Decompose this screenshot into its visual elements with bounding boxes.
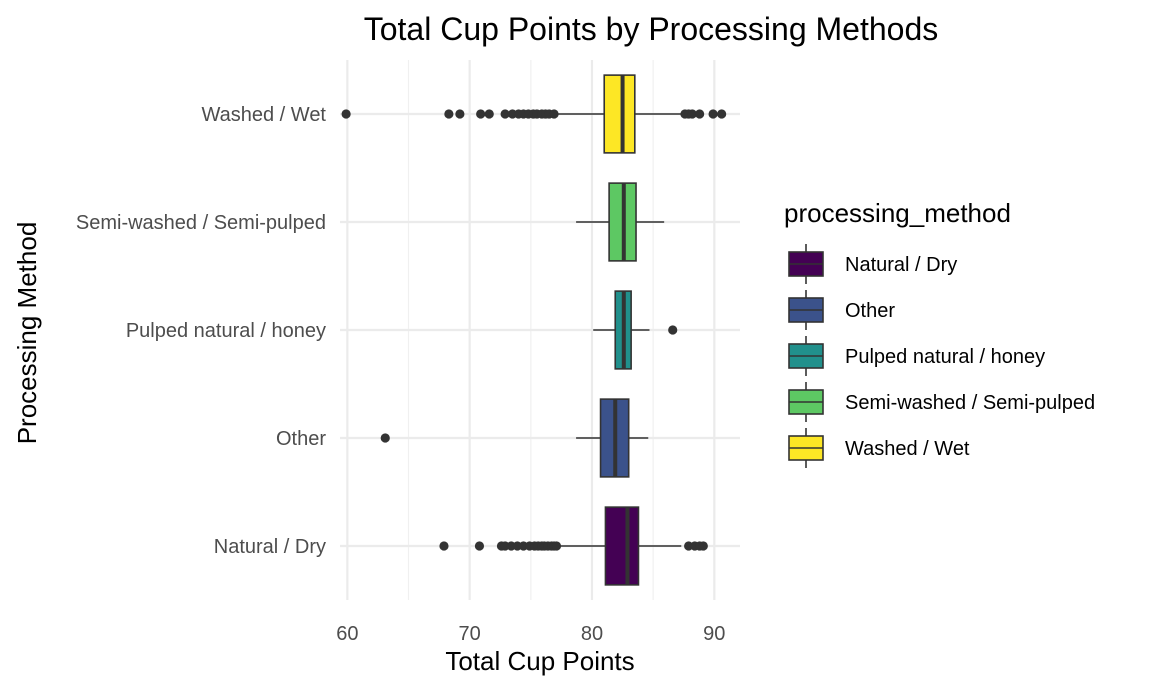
x-tick-label: 90 — [703, 623, 725, 645]
outlier-point — [474, 541, 485, 551]
outlier-point — [439, 541, 449, 551]
y-tick-label: Other — [276, 428, 326, 450]
y-tick-label: Washed / Wet — [202, 104, 327, 126]
y-tick-label: Semi-washed / Semi-pulped — [76, 212, 326, 234]
box-group — [576, 182, 665, 262]
legend-label: Washed / Wet — [845, 438, 970, 460]
x-axis-title: Total Cup Points — [445, 646, 634, 676]
x-tick-label: 80 — [581, 623, 603, 645]
y-tick-label: Pulped natural / honey — [126, 320, 326, 342]
box-group — [341, 74, 727, 154]
outlier-point — [549, 109, 559, 119]
x-tick-label: 70 — [459, 623, 481, 645]
legend-label: Pulped natural / honey — [845, 346, 1045, 368]
legend-label: Semi-washed / Semi-pulped — [845, 392, 1095, 414]
outlier-point — [444, 109, 454, 119]
outlier-point — [500, 109, 510, 119]
legend-title: processing_method — [784, 198, 1011, 228]
outlier-point — [341, 109, 351, 119]
legend-label: Other — [845, 300, 895, 322]
box-group — [380, 398, 649, 478]
chart-title: Total Cup Points by Processing Methods — [364, 11, 939, 47]
box-group — [593, 290, 678, 370]
boxes — [341, 74, 727, 586]
outlier-point — [455, 109, 465, 119]
y-tick-labels: Natural / Dry Other Pulped natural / honey… — [76, 104, 327, 558]
y-tick-label: Natural / Dry — [214, 536, 326, 558]
legend-item: Washed / Wet — [788, 428, 970, 468]
x-tick-label: 60 — [336, 623, 358, 645]
box-group — [439, 506, 708, 586]
outlier-point — [687, 109, 697, 119]
outlier-point — [380, 433, 390, 443]
outlier-point — [695, 109, 705, 119]
legend-item: Semi-washed / Semi-pulped — [788, 382, 1095, 422]
outlier-point — [698, 541, 708, 551]
box — [604, 506, 640, 586]
outlier-point — [476, 109, 486, 119]
outlier-point — [551, 541, 562, 551]
outlier-point — [717, 109, 727, 119]
legend: processing_method Natural / Dry Other Pulp… — [784, 198, 1095, 468]
legend-item: Pulped natural / honey — [788, 336, 1045, 376]
outlier-point — [708, 109, 718, 119]
legend-item: Natural / Dry — [788, 244, 957, 284]
grid-lines — [340, 60, 740, 600]
box — [603, 74, 636, 154]
legend-item: Other — [788, 290, 895, 330]
legend-label: Natural / Dry — [845, 254, 957, 276]
y-axis-title: Processing Method — [12, 222, 42, 445]
outlier-point — [668, 325, 678, 335]
outlier-point — [484, 109, 494, 119]
x-tick-labels: 60 70 80 90 — [336, 623, 725, 645]
